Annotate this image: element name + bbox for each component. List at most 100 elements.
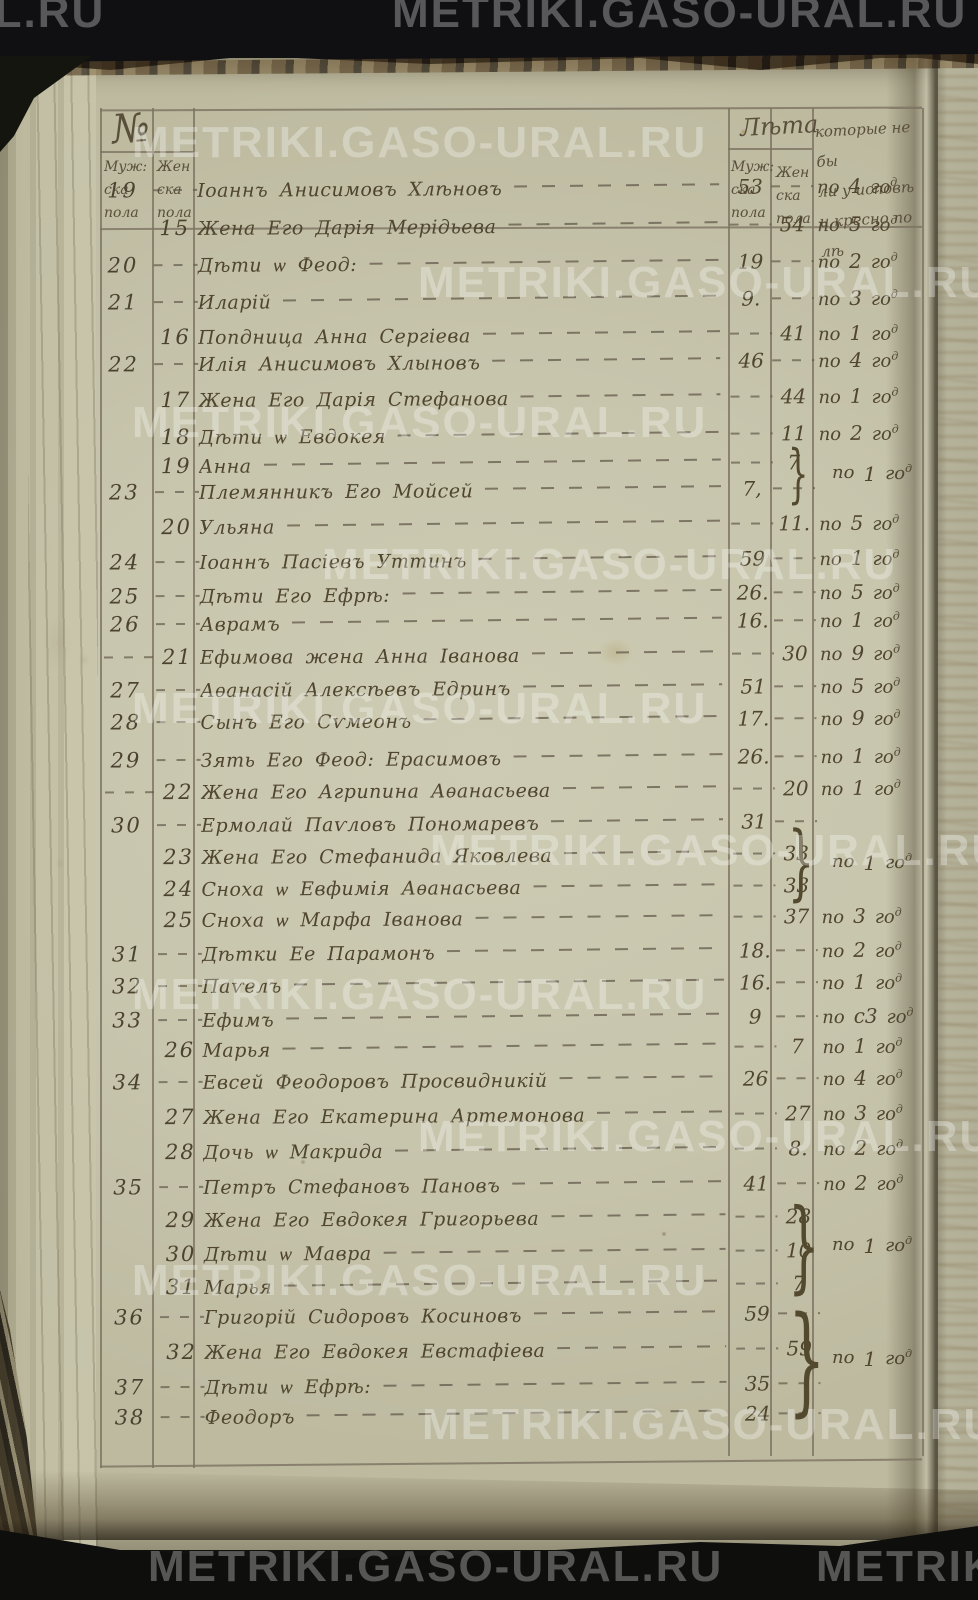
entry-number-male: 34 bbox=[112, 1070, 144, 1095]
entry-name: Петръ Стефановъ Пановъ bbox=[203, 1174, 735, 1199]
age-male-value bbox=[735, 1249, 778, 1252]
entry-number-female bbox=[157, 823, 202, 827]
age-male-value: 31 bbox=[741, 809, 767, 834]
confession-note: по 2 год bbox=[822, 1135, 904, 1161]
confession-note: по 2 год bbox=[821, 937, 902, 963]
dash-leader bbox=[531, 650, 722, 655]
entry-number-male bbox=[104, 791, 157, 794]
age-female-value bbox=[773, 619, 816, 622]
age-male-value bbox=[730, 332, 773, 335]
entry-number-female: 32 bbox=[166, 1339, 198, 1365]
age-female-value bbox=[776, 1015, 819, 1018]
dash-leader bbox=[282, 1042, 725, 1050]
entry-name-text: Жена Его Агрипина Аѳанасьева bbox=[200, 779, 551, 804]
dash-leader bbox=[559, 1075, 725, 1080]
ledger-row: 27 Аѳанасій Алексѣевъ Едринъ 51 по 5 год bbox=[104, 673, 926, 708]
dash-leader bbox=[284, 1279, 726, 1287]
entry-name-text: Жена Его Дарія Мерідьева bbox=[197, 216, 497, 240]
ledger-row: 26 Марья 7 по 1 год bbox=[106, 1033, 928, 1068]
entry-name: Жена Его Стефанида Яковлева bbox=[201, 844, 733, 869]
entry-number-male: 21 bbox=[107, 290, 139, 315]
confession-note bbox=[817, 891, 927, 892]
entry-name: Дочь ѡ Макрида bbox=[203, 1139, 735, 1165]
confession-note: по 2 год bbox=[818, 420, 899, 446]
entry-name-text: Дѣти ѡ Феод: bbox=[197, 253, 358, 277]
entry-number-female bbox=[155, 560, 200, 564]
entry-number-female bbox=[158, 1080, 203, 1084]
entry-name: Илія Анисимовъ Хлыновъ bbox=[198, 351, 730, 376]
dash-leader bbox=[533, 1310, 727, 1315]
ledger-row: 24 Іоаннъ Пасіевъ Уттинъ 59 по 1 год bbox=[103, 545, 925, 580]
dash-leader bbox=[557, 1345, 727, 1350]
age-female-header: Жен ска пола bbox=[776, 165, 811, 227]
confession-note: по 2 год bbox=[817, 248, 898, 274]
confession-note: по с3 год bbox=[822, 1003, 914, 1029]
dash-leader bbox=[597, 1110, 725, 1114]
entry-name-text: Жена Его Екатерина Артемонова bbox=[202, 1104, 586, 1129]
entry-name-text: Григорій Сидоровъ Косиновъ bbox=[203, 1304, 522, 1329]
entry-name-text: Дѣтки Ее Парамонъ bbox=[201, 942, 436, 966]
entry-name: Іоаннъ Пасіевъ Уттинъ bbox=[199, 549, 731, 574]
entry-name: Ульяна bbox=[199, 514, 731, 539]
age-female-value bbox=[774, 685, 817, 688]
entry-number-female bbox=[159, 1185, 204, 1189]
dash-leader bbox=[551, 818, 724, 823]
entry-name-text: Сноха ѡ Евфимія Аѳанасьева bbox=[201, 876, 522, 901]
age-female-value bbox=[771, 260, 814, 263]
dash-leader bbox=[482, 330, 721, 335]
dash-leader bbox=[520, 393, 721, 398]
age-male-value: 17. bbox=[737, 706, 770, 731]
dash-leader bbox=[478, 555, 722, 560]
entry-name-text: Марья bbox=[203, 1276, 273, 1299]
adjacent-page-edge bbox=[934, 58, 978, 1540]
age-male-value: 46 bbox=[738, 348, 764, 373]
dash-leader bbox=[423, 714, 723, 721]
age-male-value: 59 bbox=[744, 1301, 770, 1326]
entry-number-female: 24 bbox=[163, 876, 195, 902]
age-male-header: Муж: ска пола bbox=[731, 159, 775, 221]
entry-number-female bbox=[154, 362, 199, 366]
dash-leader bbox=[492, 357, 721, 362]
entry-number-male: 25 bbox=[109, 584, 141, 609]
age-female-value: 11. bbox=[778, 511, 811, 536]
confession-note: по 1 год bbox=[818, 383, 899, 409]
entry-name-text: Илія Анисимовъ Хлыновъ bbox=[198, 352, 481, 376]
entry-number-male: 23 bbox=[108, 480, 140, 505]
dash-leader bbox=[383, 1380, 727, 1387]
age-male-value: 16. bbox=[739, 970, 771, 995]
entry-name: Григорій Сидоровъ Косиновъ bbox=[204, 1304, 736, 1329]
entry-name-text: Аѳанасій Алексѣевъ Едринъ bbox=[200, 678, 511, 702]
entry-name: Дѣти Его Ефрѣ: bbox=[200, 583, 732, 608]
entry-name-text: Іоаннъ Анисимовъ Хлѣновъ bbox=[197, 178, 503, 202]
entry-number-female: 21 bbox=[161, 644, 193, 670]
confession-note bbox=[820, 1319, 930, 1320]
age-female-value: 8. bbox=[788, 1136, 808, 1161]
confession-note: по 5 год bbox=[820, 673, 901, 699]
age-male-value: 18. bbox=[738, 938, 771, 963]
age-female-value: 7 bbox=[790, 1034, 804, 1059]
confession-note: по 2 год bbox=[823, 1170, 904, 1196]
age-male-value bbox=[733, 852, 776, 855]
dash-leader bbox=[562, 785, 723, 790]
number-column-symbol: № bbox=[110, 104, 152, 154]
entry-number-female bbox=[155, 594, 200, 598]
ledger-row: 20 Дѣти ѡ Феод: 19 по 2 год bbox=[102, 248, 924, 283]
entry-number-male: 26 bbox=[109, 612, 141, 637]
dash-leader bbox=[564, 850, 724, 855]
age-male-value bbox=[729, 223, 772, 226]
entry-name-text: Дочь ѡ Макрида bbox=[202, 1140, 384, 1164]
entry-number-female bbox=[160, 1415, 205, 1419]
entry-name-text: Жена Его Дарія Стефанова bbox=[198, 388, 509, 412]
entry-name: Аврамъ bbox=[200, 611, 732, 636]
age-male-value bbox=[730, 432, 773, 435]
entry-number-female: 15 bbox=[159, 215, 191, 241]
confession-note: по 1 год bbox=[822, 1033, 903, 1059]
age-female-value bbox=[774, 717, 817, 720]
paper-creases bbox=[28, 58, 98, 1550]
entry-name-text: Ермолай Паѵловъ Пономаревъ bbox=[200, 812, 540, 837]
entry-name-text: Жена Его Стефанида Яковлева bbox=[201, 844, 553, 869]
entry-number-male: 35 bbox=[113, 1175, 145, 1200]
dash-leader bbox=[306, 1409, 727, 1417]
dash-leader bbox=[383, 1247, 726, 1254]
age-female-value bbox=[773, 557, 816, 560]
